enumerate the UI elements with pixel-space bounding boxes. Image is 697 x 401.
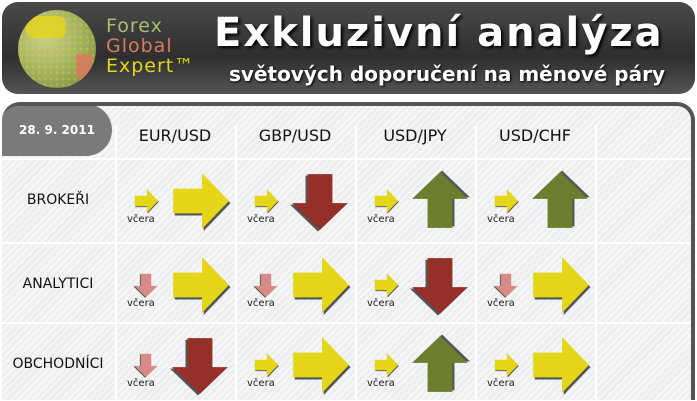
today-arrow-right-icon <box>169 254 231 316</box>
today-arrow-right-icon <box>169 170 231 232</box>
date-badge: 28. 9. 2011 <box>2 106 112 156</box>
header-banner: Forex Global Expert™ Exkluzivní analýza … <box>2 2 695 94</box>
recommendation-cell: včera <box>115 244 235 324</box>
brand-expert: Expert™ <box>106 55 195 77</box>
yesterday-arrow-right-icon <box>373 272 399 298</box>
yesterday-arrow-right-icon <box>493 352 519 378</box>
yesterday-label: včera <box>367 378 395 389</box>
column-divider <box>355 126 357 400</box>
yesterday-arrow-down-icon <box>133 272 159 298</box>
yesterday-arrow-right-icon <box>373 188 399 214</box>
page-title: Exkluzivní analýza <box>214 10 664 56</box>
recommendation-cell: včera <box>235 324 355 400</box>
recommendation-cell: včera <box>235 160 355 240</box>
column-header: EUR/USD <box>138 126 212 145</box>
yesterday-arrow-right-icon <box>493 188 519 214</box>
yesterday-label: včera <box>487 378 515 389</box>
yesterday-label: včera <box>127 378 155 389</box>
today-arrow-right-icon <box>529 254 591 316</box>
recommendation-cell: včera <box>475 244 595 324</box>
row-label: ANALYTICI <box>22 276 94 292</box>
yesterday-label: včera <box>487 214 515 225</box>
yesterday-label: včera <box>127 214 155 225</box>
row-divider <box>2 322 691 324</box>
row-divider <box>2 242 691 244</box>
recommendation-cell: včera <box>475 160 595 240</box>
column-divider <box>115 126 117 400</box>
yesterday-label: včera <box>127 298 155 309</box>
recommendation-cell: včera <box>475 324 595 400</box>
brand-forex: Forex <box>106 15 163 37</box>
recommendation-cell: včera <box>355 160 475 240</box>
page-subtitle: světových doporučení na měnové páry <box>229 62 665 86</box>
row-divider <box>2 158 691 160</box>
yesterday-arrow-down-icon <box>133 352 159 378</box>
yesterday-arrow-right-icon <box>373 352 399 378</box>
today-arrow-up-icon <box>409 334 471 396</box>
today-arrow-down-icon <box>289 170 351 232</box>
column-header: USD/CHF <box>499 126 571 145</box>
today-arrow-right-icon <box>289 334 351 396</box>
recommendation-cell: včera <box>115 324 235 400</box>
column-header: USD/JPY <box>383 126 447 145</box>
brand-global: Global <box>106 35 173 57</box>
yesterday-arrow-right-icon <box>253 188 279 214</box>
yesterday-label: včera <box>247 378 275 389</box>
recommendation-cell: včera <box>355 244 475 324</box>
recommendation-cell: včera <box>355 324 475 400</box>
globe-logo-icon <box>18 10 96 88</box>
yesterday-label: včera <box>367 298 395 309</box>
column-header: GBP/USD <box>258 126 332 145</box>
recommendation-cell: včera <box>115 160 235 240</box>
column-divider <box>595 126 597 400</box>
today-arrow-down-icon <box>169 334 231 396</box>
row-label: OBCHODNÍCI <box>12 356 104 372</box>
today-arrow-right-icon <box>529 334 591 396</box>
yesterday-label: včera <box>367 214 395 225</box>
row-label: BROKEŘI <box>26 192 90 208</box>
recommendation-cell: včera <box>235 244 355 324</box>
yesterday-arrow-down-icon <box>253 272 279 298</box>
today-arrow-down-icon <box>409 254 471 316</box>
recommendation-table: 28. 9. 2011 EUR/USD GBP/USD USD/JPY USD/CHF… <box>2 102 695 400</box>
yesterday-arrow-right-icon <box>133 188 159 214</box>
yesterday-label: včera <box>247 298 275 309</box>
today-arrow-up-icon <box>409 170 471 232</box>
today-arrow-right-icon <box>289 254 351 316</box>
yesterday-arrow-down-icon <box>493 272 519 298</box>
yesterday-arrow-right-icon <box>253 352 279 378</box>
today-arrow-up-icon <box>529 170 591 232</box>
column-divider <box>235 126 237 400</box>
yesterday-label: včera <box>247 214 275 225</box>
column-divider <box>475 126 477 400</box>
yesterday-label: včera <box>487 298 515 309</box>
